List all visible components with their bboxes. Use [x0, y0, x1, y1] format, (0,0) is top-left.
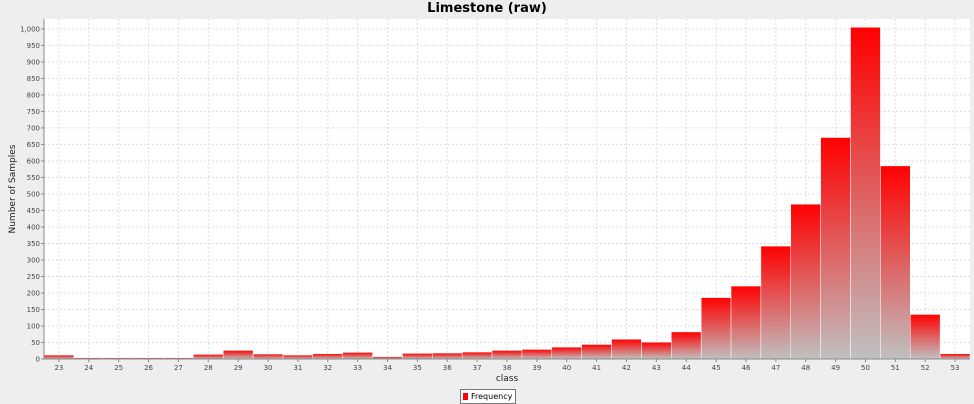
- y-tick-label: 750: [27, 108, 40, 116]
- bar-41: [581, 344, 612, 360]
- bar-29: [222, 350, 254, 360]
- y-tick-label: 350: [27, 240, 40, 248]
- x-tick-label: 24: [84, 364, 93, 372]
- bar-45: [700, 297, 732, 360]
- bar-35: [402, 353, 433, 360]
- bar-44: [671, 331, 702, 360]
- bar-52: [910, 314, 941, 360]
- legend-swatch-frequency: [463, 393, 468, 400]
- bar-53: [939, 353, 971, 360]
- y-tick-label: 150: [27, 306, 40, 314]
- bar-33: [342, 352, 373, 360]
- y-tick-label: 50: [31, 339, 40, 347]
- y-tick-label: 550: [27, 174, 40, 182]
- x-tick-label: 28: [204, 364, 213, 372]
- bar-37: [461, 351, 493, 360]
- x-tick-label: 36: [443, 364, 452, 372]
- x-axis-label: class: [496, 374, 519, 384]
- bar-30: [252, 353, 284, 360]
- x-tick-label: 33: [353, 364, 362, 372]
- x-tick-label: 49: [831, 364, 840, 372]
- bar-49: [820, 137, 851, 360]
- x-tick-label: 27: [174, 364, 183, 372]
- x-tick-label: 39: [532, 364, 541, 372]
- y-tick-label: 950: [27, 42, 40, 50]
- bar-50: [850, 27, 881, 360]
- y-tick-label: 650: [27, 141, 40, 149]
- y-tick-label: 500: [27, 190, 40, 198]
- bar-48: [790, 203, 821, 360]
- bar-38: [491, 350, 523, 360]
- y-tick-label: 0: [36, 356, 40, 364]
- x-tick-label: 31: [293, 364, 302, 372]
- legend-label-frequency: Frequency: [471, 392, 513, 401]
- x-tick-label: 44: [682, 364, 691, 372]
- bar-32: [312, 353, 343, 360]
- bar-42: [611, 338, 642, 360]
- bar-40: [551, 346, 582, 360]
- y-tick-label: 600: [27, 157, 40, 165]
- bar-51: [880, 165, 911, 360]
- bar-43: [641, 341, 672, 360]
- y-tick-label: 450: [27, 207, 40, 215]
- x-tick-label: 51: [891, 364, 900, 372]
- y-tick-label: 1,000: [20, 25, 40, 33]
- bar-31: [282, 354, 314, 360]
- chart-title: Limestone (raw): [427, 1, 547, 16]
- x-tick-label: 23: [54, 364, 63, 372]
- bar-46: [730, 285, 762, 360]
- bar-47: [760, 245, 792, 360]
- y-tick-label: 850: [27, 75, 40, 83]
- x-tick-label: 43: [652, 364, 661, 372]
- x-tick-label: 25: [114, 364, 123, 372]
- y-tick-label: 100: [27, 322, 40, 330]
- x-tick-label: 41: [592, 364, 601, 372]
- x-tick-label: 45: [712, 364, 721, 372]
- x-tick-label: 48: [801, 364, 810, 372]
- y-tick-label: 700: [27, 124, 40, 132]
- y-tick-label: 200: [27, 289, 40, 297]
- y-tick-label: 800: [27, 91, 40, 99]
- y-tick-label: 900: [27, 58, 40, 66]
- x-tick-label: 53: [951, 364, 960, 372]
- x-tick-label: 26: [144, 364, 153, 372]
- y-tick-label: 300: [27, 256, 40, 264]
- y-tick-label: 400: [27, 223, 40, 231]
- x-tick-label: 47: [771, 364, 780, 372]
- y-tick-label: 250: [27, 273, 40, 281]
- x-tick-label: 42: [622, 364, 631, 372]
- x-tick-label: 46: [742, 364, 751, 372]
- x-tick-label: 38: [503, 364, 512, 372]
- x-tick-label: 35: [413, 364, 422, 372]
- bar-36: [432, 352, 463, 360]
- legend: Frequency: [460, 389, 517, 404]
- y-axis-label: Number of Samples: [8, 144, 18, 233]
- x-tick-label: 52: [921, 364, 930, 372]
- x-tick-label: 40: [562, 364, 571, 372]
- bar-39: [521, 349, 553, 360]
- x-tick-label: 29: [234, 364, 243, 372]
- x-tick-label: 30: [264, 364, 273, 372]
- bar-23: [43, 354, 75, 360]
- bar-28: [193, 354, 224, 360]
- x-tick-label: 37: [473, 364, 482, 372]
- x-tick-label: 34: [383, 364, 392, 372]
- x-tick-label: 32: [323, 364, 332, 372]
- x-tick-label: 50: [861, 364, 870, 372]
